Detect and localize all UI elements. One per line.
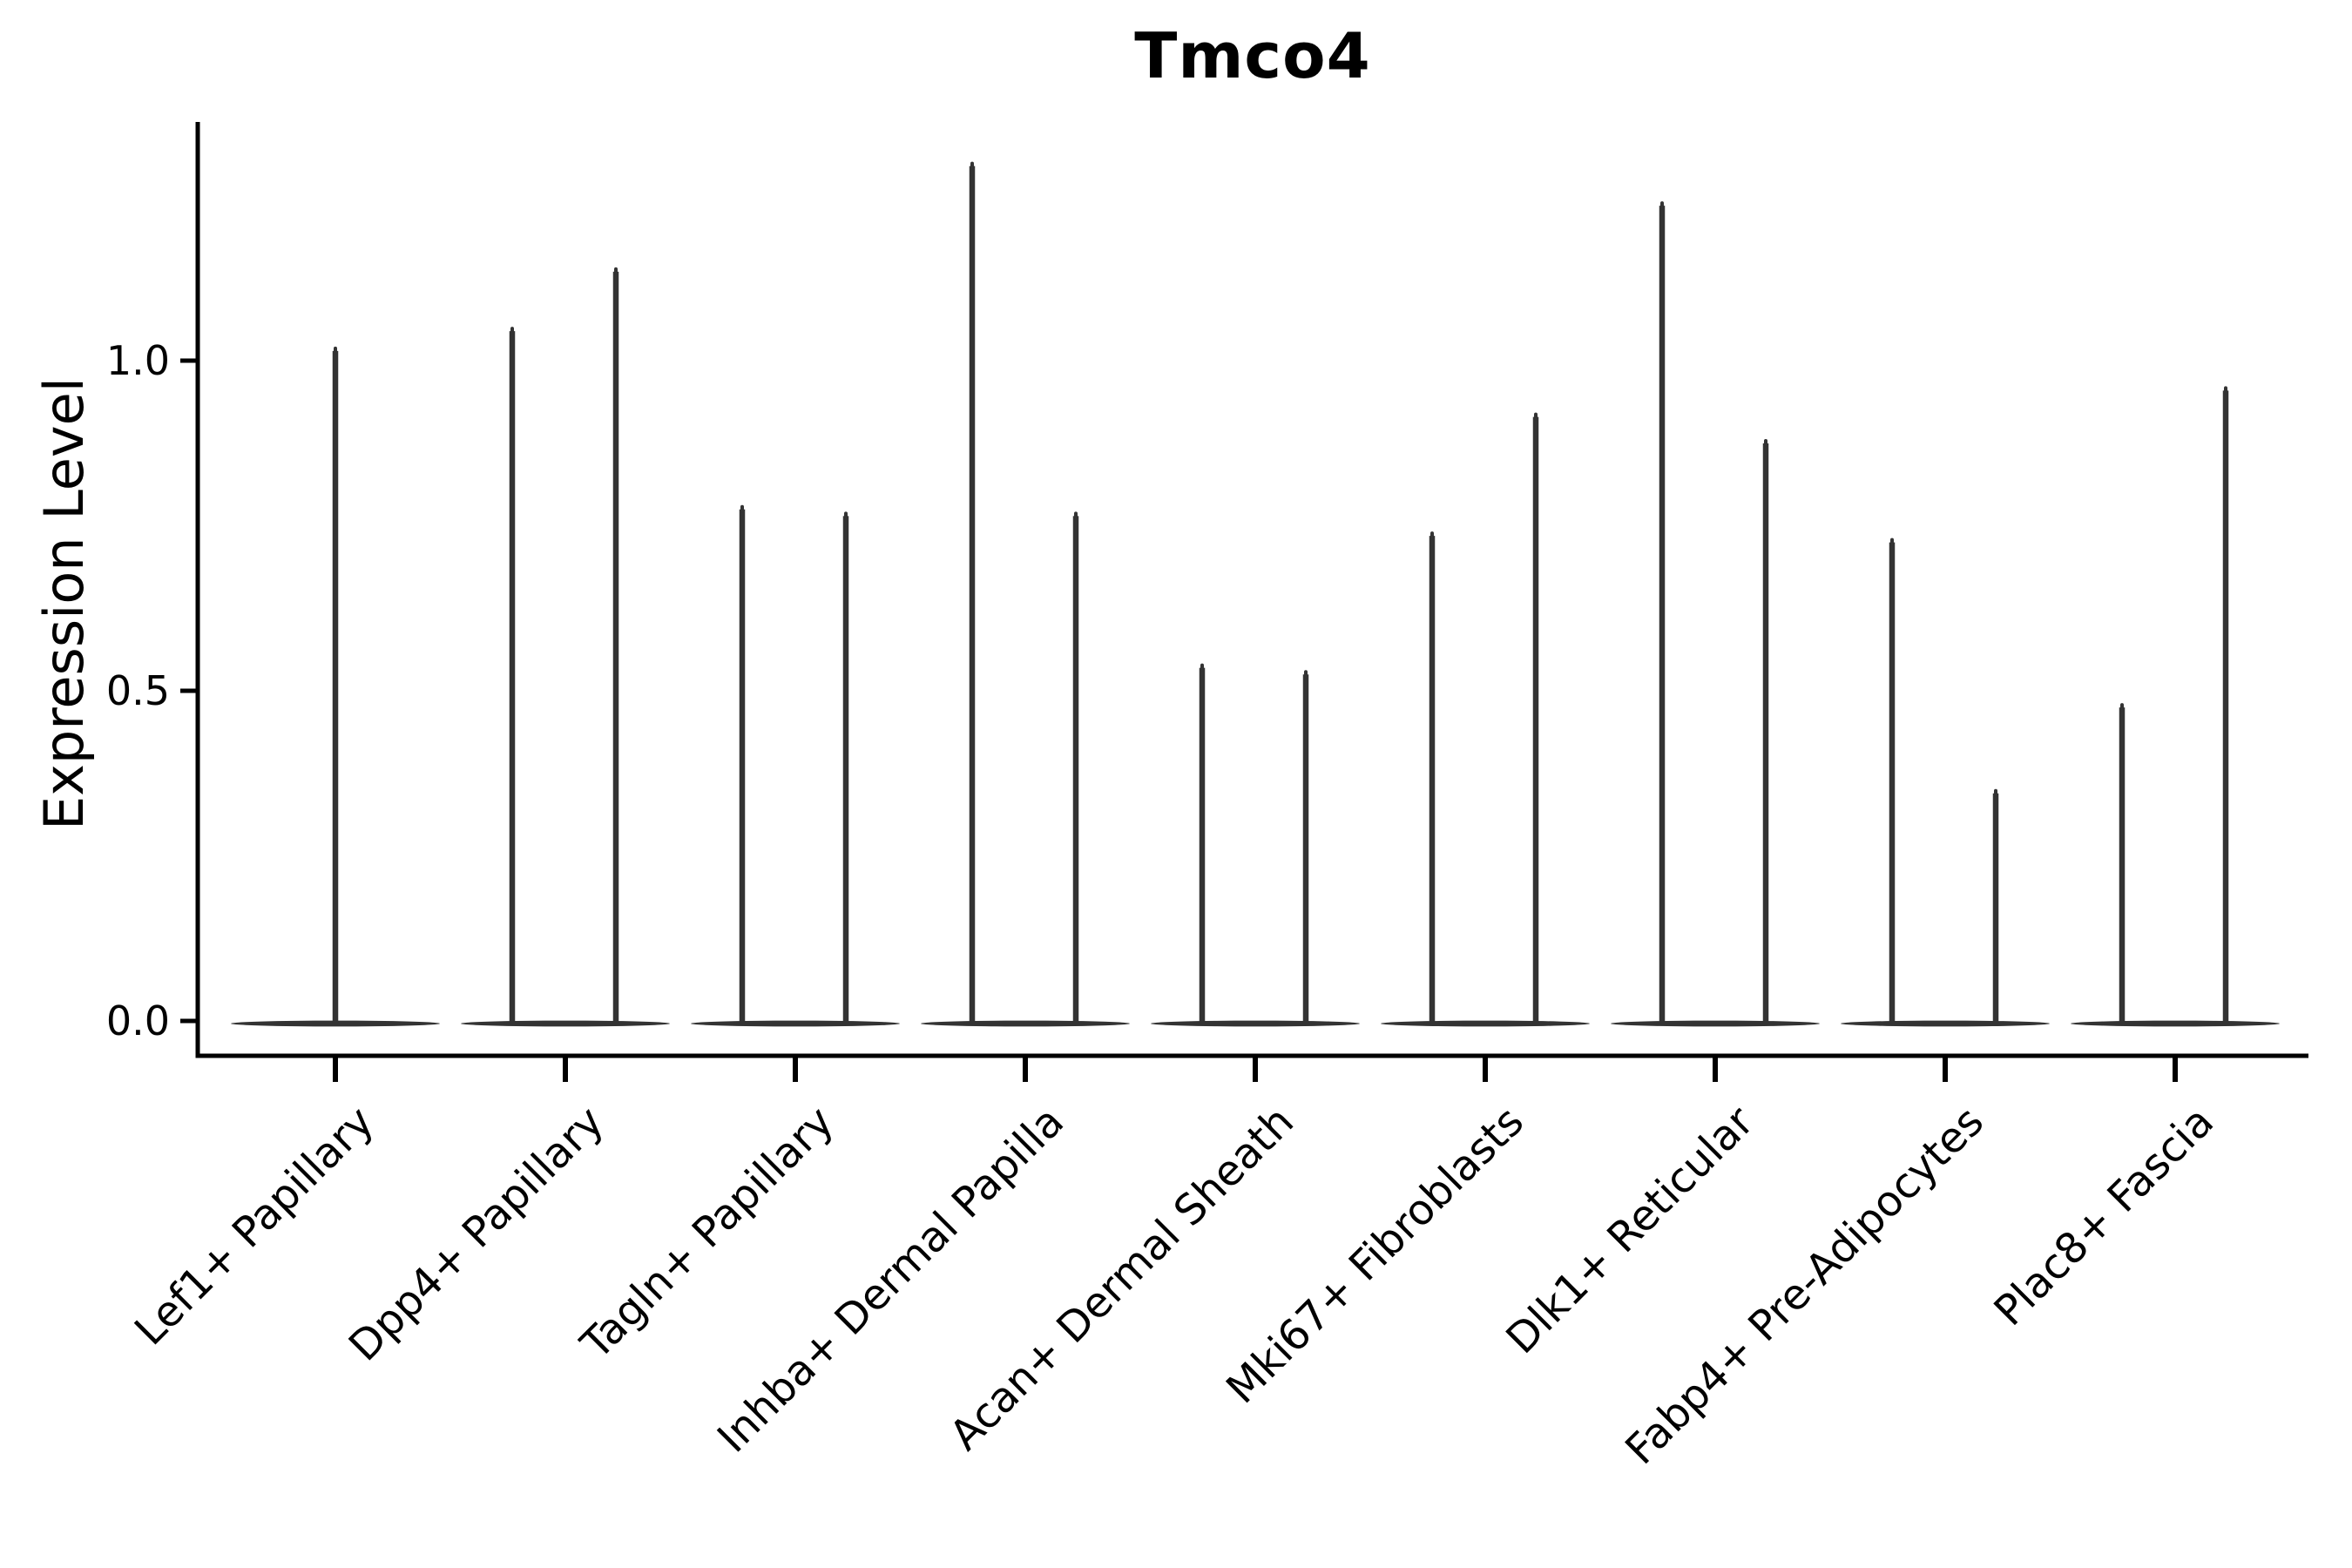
y-tick-label: 1.0 (105, 337, 170, 384)
violin-base (1611, 1020, 1820, 1027)
violin-base (921, 1020, 1130, 1027)
violin-base (461, 1020, 670, 1027)
plot-title: Tmco4 (1134, 19, 1371, 92)
violin-base (1841, 1020, 2050, 1027)
violin-base (1381, 1020, 1590, 1027)
violin-base (2071, 1020, 2280, 1027)
violin-base (1151, 1020, 1360, 1027)
violin-base (231, 1020, 440, 1027)
y-tick-label: 0.0 (105, 997, 170, 1044)
y-tick-label: 0.5 (105, 667, 170, 714)
violin-base (691, 1020, 900, 1027)
